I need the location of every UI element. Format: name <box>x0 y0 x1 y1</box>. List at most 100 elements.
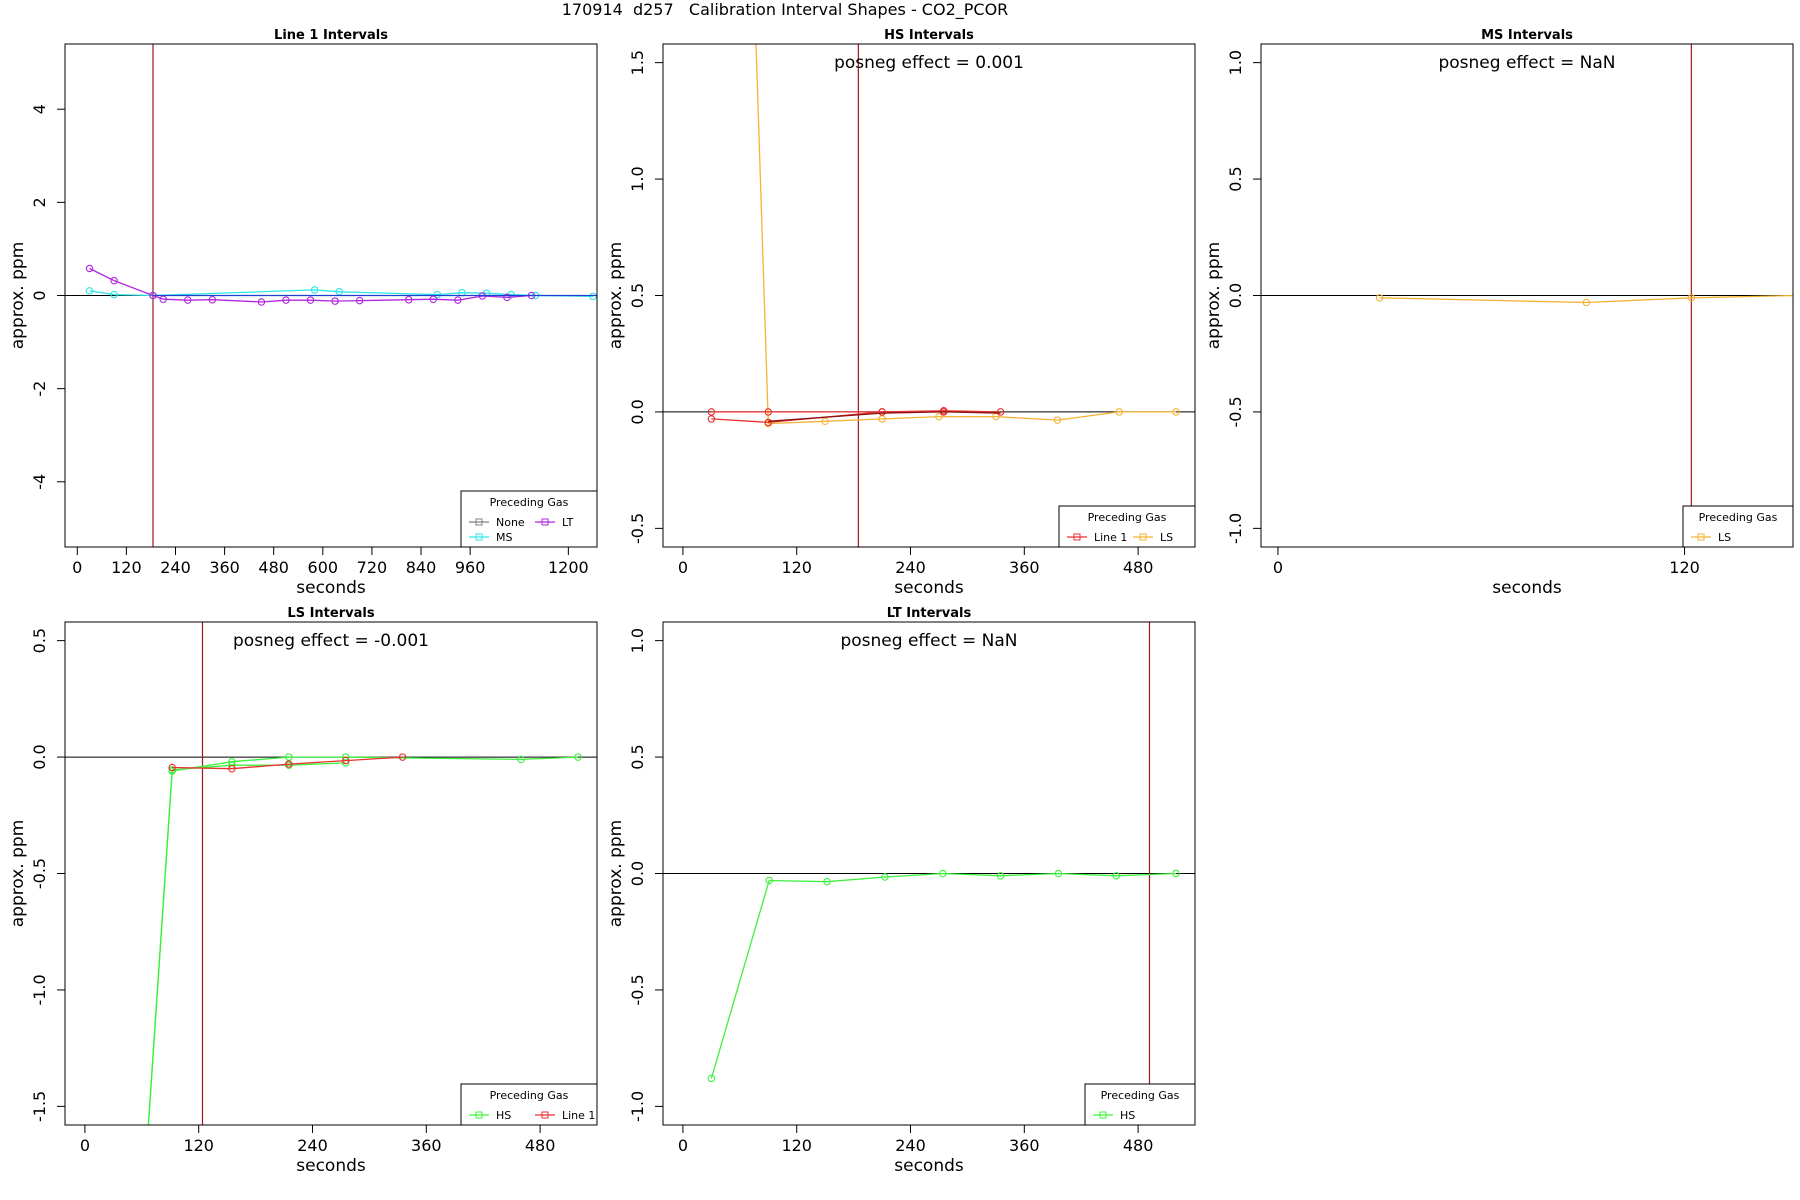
plot-area <box>1261 44 1793 547</box>
posneg-annotation: posneg effect = -0.001 <box>233 631 429 651</box>
plot-area <box>663 44 1195 547</box>
series-line <box>711 410 1001 413</box>
x-tick-label: 600 <box>308 558 339 577</box>
data-point <box>228 764 236 773</box>
x-tick-label: 0 <box>678 558 688 577</box>
data-point <box>306 296 315 304</box>
legend-label: None <box>496 516 525 529</box>
legend-label: LS <box>1160 531 1173 544</box>
x-tick-label: 360 <box>1009 558 1040 577</box>
y-tick-label: -0.5 <box>30 858 49 889</box>
legend-marker <box>475 533 483 541</box>
legend-box <box>460 490 598 548</box>
data-point <box>110 290 118 299</box>
x-tick-label: 0 <box>80 1136 90 1155</box>
legend-title: Preceding Gas <box>1699 511 1778 524</box>
data-point <box>310 286 319 294</box>
data-point <box>765 876 773 885</box>
data-point <box>707 408 716 416</box>
legend-label: LS <box>1718 531 1731 544</box>
x-axis-label: seconds <box>296 1156 366 1176</box>
data-point <box>1582 298 1591 307</box>
legend-label: Line 1 <box>1094 531 1127 544</box>
data-point <box>821 417 829 425</box>
x-tick-label: 240 <box>895 558 926 577</box>
legend-marker <box>475 518 483 526</box>
x-tick-label: 240 <box>160 558 191 577</box>
y-tick-label: 0.0 <box>1226 283 1245 308</box>
data-point <box>589 292 597 301</box>
data-point <box>285 760 293 768</box>
x-tick-label: 360 <box>411 1136 442 1155</box>
posneg-annotation: posneg effect = NaN <box>840 631 1017 651</box>
data-point <box>85 287 94 295</box>
data-point <box>503 293 511 302</box>
data-point <box>517 755 525 764</box>
y-axis-label: approx. ppm <box>8 820 28 928</box>
series-line <box>768 411 1001 422</box>
series-line <box>710 872 1177 1079</box>
y-tick-label: -1.0 <box>628 1091 647 1122</box>
x-tick-label: 240 <box>297 1136 328 1155</box>
x-tick-label: 480 <box>258 558 289 577</box>
x-tick-label: 360 <box>209 558 240 577</box>
data-point <box>881 873 889 881</box>
data-point <box>1172 869 1180 878</box>
legend-marker <box>1073 533 1081 541</box>
x-tick-label: 480 <box>1123 1136 1154 1155</box>
data-point <box>707 1074 716 1083</box>
data-point <box>1112 872 1121 880</box>
data-point <box>433 290 442 299</box>
x-tick-label: 0 <box>678 1136 688 1155</box>
data-point <box>1687 294 1696 302</box>
plot-frame <box>64 43 598 548</box>
y-tick-label: 0.0 <box>30 744 49 769</box>
legend-marker <box>1139 533 1147 541</box>
data-point <box>85 264 94 273</box>
data-point <box>110 276 118 285</box>
legend-marker <box>541 1111 549 1119</box>
data-point <box>939 869 947 878</box>
y-tick-label: 0.5 <box>628 744 647 769</box>
y-tick-label: 0.0 <box>628 861 647 886</box>
chart-panel: MS Intervals -1.0 -0.5 0.0 0.5 1.0 0 120 seconds… <box>1204 28 1794 598</box>
data-point <box>574 753 582 761</box>
legend: Preceding Gas None LT MS <box>460 490 598 548</box>
data-point <box>939 407 948 415</box>
data-point <box>1054 869 1063 878</box>
chart-title: MS Intervals <box>1481 28 1573 43</box>
legend-title: Preceding Gas <box>490 496 569 509</box>
y-tick-label: 0 <box>30 290 49 300</box>
legend-label: LT <box>562 516 574 529</box>
legend-marker <box>1697 533 1705 541</box>
x-tick-label: 120 <box>1669 558 1700 577</box>
data-point <box>282 296 290 304</box>
legend-marker <box>541 518 549 526</box>
y-tick-label: 1.5 <box>628 50 647 75</box>
x-tick-label: 480 <box>1123 558 1154 577</box>
data-point <box>405 295 413 304</box>
data-point <box>1115 408 1123 416</box>
series-line <box>147 756 579 1125</box>
legend-title: Preceding Gas <box>1088 511 1167 524</box>
y-tick-label: -1.5 <box>30 1091 49 1122</box>
data-point <box>454 296 462 304</box>
x-tick-label: 960 <box>455 558 486 577</box>
y-tick-label: -2 <box>30 381 49 397</box>
x-axis-label: seconds <box>894 1156 964 1176</box>
y-axis-label: approx. ppm <box>606 242 626 350</box>
y-tick-label: 1.0 <box>628 166 647 191</box>
legend-title: Preceding Gas <box>490 1089 569 1102</box>
x-tick-label: 0 <box>1273 558 1283 577</box>
x-tick-label: 0 <box>72 558 82 577</box>
y-tick-label: 0.5 <box>30 628 49 653</box>
chart-title: LT Intervals <box>887 606 972 621</box>
chart-title: Line 1 Intervals <box>274 28 388 43</box>
data-point <box>823 877 831 886</box>
plot-area <box>65 44 597 547</box>
x-axis-label: seconds <box>894 578 964 598</box>
y-tick-label: 0.5 <box>1226 166 1245 191</box>
data-point <box>168 763 176 772</box>
x-tick-label: 240 <box>895 1136 926 1155</box>
